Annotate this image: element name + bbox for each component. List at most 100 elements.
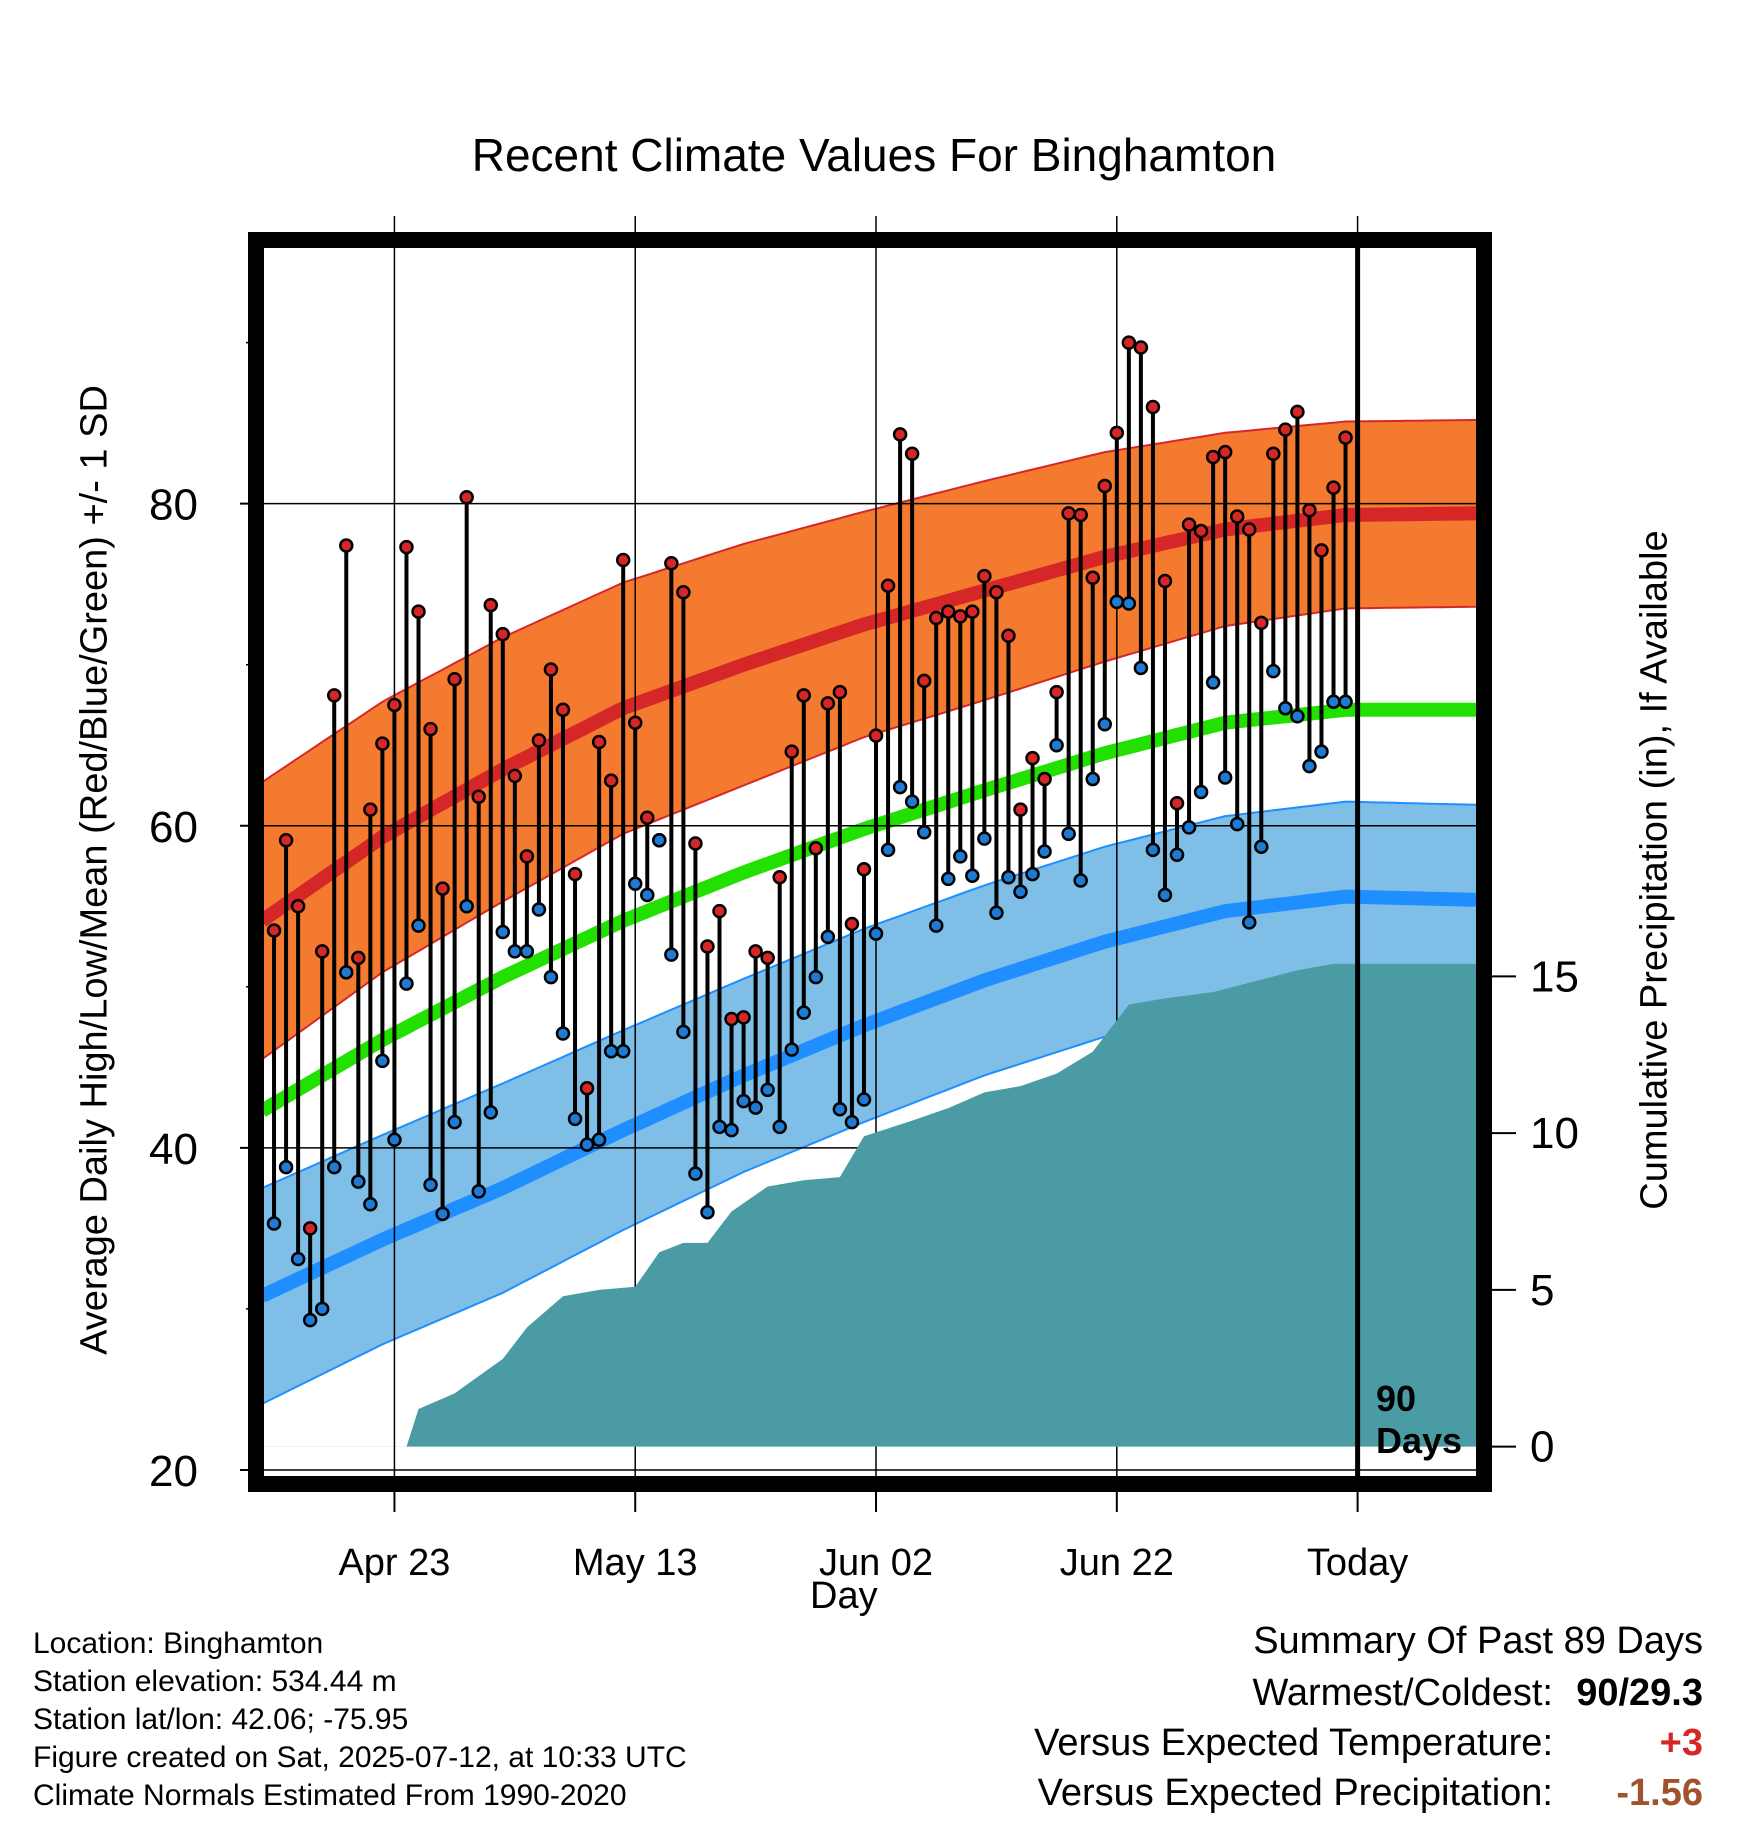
daily-high-point [1338, 430, 1353, 445]
temp-label: Versus Expected Temperature: [1034, 1722, 1553, 1764]
daily-low-point [676, 1024, 691, 1040]
daily-high-point [916, 673, 932, 689]
daily-high-point [1193, 523, 1209, 539]
daily-low-point [856, 1092, 872, 1107]
daily-low-point [1302, 758, 1317, 774]
daily-low-point [928, 918, 944, 933]
daily-high-point [1181, 517, 1197, 532]
daily-low-point [892, 779, 908, 795]
daily-high-point [748, 944, 763, 959]
daily-low-point [326, 1159, 342, 1175]
daily-low-point [989, 905, 1004, 920]
daily-high-point [808, 841, 824, 856]
daily-high-point [1001, 628, 1016, 643]
daily-high-point [627, 715, 643, 730]
x-tick-label: Apr 23 [338, 1542, 450, 1584]
warm-cold-row: Warmest/Coldest: 90/29.3 [1034, 1672, 1703, 1722]
y2-tick-label: 5 [1530, 1266, 1554, 1315]
daily-high-point [531, 733, 547, 748]
today-days-number: 90 [1376, 1378, 1417, 1419]
daily-low-point [1037, 844, 1052, 859]
daily-high-point [1266, 446, 1281, 461]
daily-low-point [375, 1053, 390, 1069]
daily-low-point [953, 849, 968, 864]
daily-low-point [1326, 694, 1341, 710]
daily-high-point [1157, 573, 1173, 589]
y2-tick-label: 15 [1530, 952, 1579, 1001]
daily-low-point [748, 1100, 763, 1115]
daily-low-point [1097, 717, 1113, 732]
temp-row: Versus Expected Temperature: +3 [1034, 1722, 1703, 1772]
daily-high-point [411, 604, 426, 619]
daily-high-point [640, 810, 655, 825]
daily-high-point [712, 903, 727, 919]
daily-low-point [519, 944, 535, 959]
warm-cold-label: Warmest/Coldest: [1252, 1672, 1553, 1714]
daily-high-point [904, 446, 920, 461]
daily-high-point [603, 773, 619, 788]
daily-low-point [1266, 663, 1281, 679]
daily-high-point [314, 944, 330, 959]
daily-high-point [423, 721, 438, 737]
daily-low-point [555, 1026, 571, 1041]
daily-high-point [339, 538, 354, 553]
daily-high-point [1013, 802, 1028, 817]
daily-high-point [844, 916, 860, 932]
daily-high-point [543, 662, 559, 677]
daily-high-point [435, 881, 450, 896]
daily-low-point [483, 1105, 499, 1120]
station-info: Location: Binghamton Station elevation: … [33, 1625, 687, 1815]
daily-high-point [591, 734, 607, 750]
daily-high-point [615, 552, 631, 568]
daily-low-point [423, 1177, 438, 1193]
daily-low-point [1314, 744, 1329, 759]
daily-high-point [1205, 449, 1221, 465]
daily-high-point [326, 688, 342, 703]
daily-low-point [1073, 873, 1088, 888]
daily-high-point [941, 604, 956, 619]
daily-low-point [832, 1101, 848, 1117]
y2-tick-label: 0 [1530, 1423, 1554, 1472]
daily-low-point [1229, 816, 1245, 832]
daily-low-point [772, 1119, 787, 1135]
daily-low-point [1061, 826, 1076, 842]
daily-low-point [784, 1042, 799, 1057]
daily-high-point [1278, 422, 1293, 437]
daily-high-point [989, 584, 1004, 600]
daily-low-point [1109, 594, 1125, 610]
daily-low-point [1145, 842, 1161, 858]
daily-low-point [1049, 737, 1064, 753]
daily-low-point [941, 871, 956, 887]
daily-high-point [1133, 340, 1149, 355]
daily-low-point [435, 1206, 450, 1222]
daily-high-point [1326, 480, 1341, 495]
daily-high-point [447, 671, 462, 687]
daily-low-point [471, 1184, 486, 1199]
axis-ticks: 20 40 60 80 0 5 10 15 Apr 23 May 13 Jun 02 Jun 22 To… [149, 341, 1579, 1584]
location-text: Location: Binghamton [33, 1627, 324, 1660]
daily-low-point [351, 1174, 366, 1189]
daily-high-point [1049, 684, 1064, 700]
elevation-text: Station elevation: 534.44 m [33, 1665, 397, 1698]
daily-high-point [676, 584, 691, 600]
daily-high-point [724, 1011, 739, 1027]
daily-low-point [1133, 660, 1149, 676]
x-tick-label: Jun 02 [819, 1542, 933, 1584]
daily-high-point [664, 556, 679, 571]
y-tick-label: 20 [149, 1447, 198, 1496]
daily-low-point [808, 969, 824, 985]
precip-label: Versus Expected Precipitation: [1037, 1772, 1553, 1814]
daily-low-point [543, 969, 559, 985]
daily-low-point [1013, 884, 1028, 900]
left-axis-label: Average Daily High/Low/Mean (Red/Blue/Gr… [73, 385, 116, 1355]
daily-high-point [302, 1221, 318, 1236]
daily-high-point [1290, 404, 1305, 420]
daily-high-point [1061, 506, 1076, 521]
daily-low-point [1001, 870, 1016, 885]
daily-low-point [1254, 839, 1269, 854]
daily-high-point [1109, 425, 1125, 441]
daily-high-point [1302, 502, 1317, 518]
daily-low-point [363, 1196, 378, 1212]
daily-high-point [1085, 570, 1100, 586]
mean-normal-line [258, 702, 1478, 1117]
